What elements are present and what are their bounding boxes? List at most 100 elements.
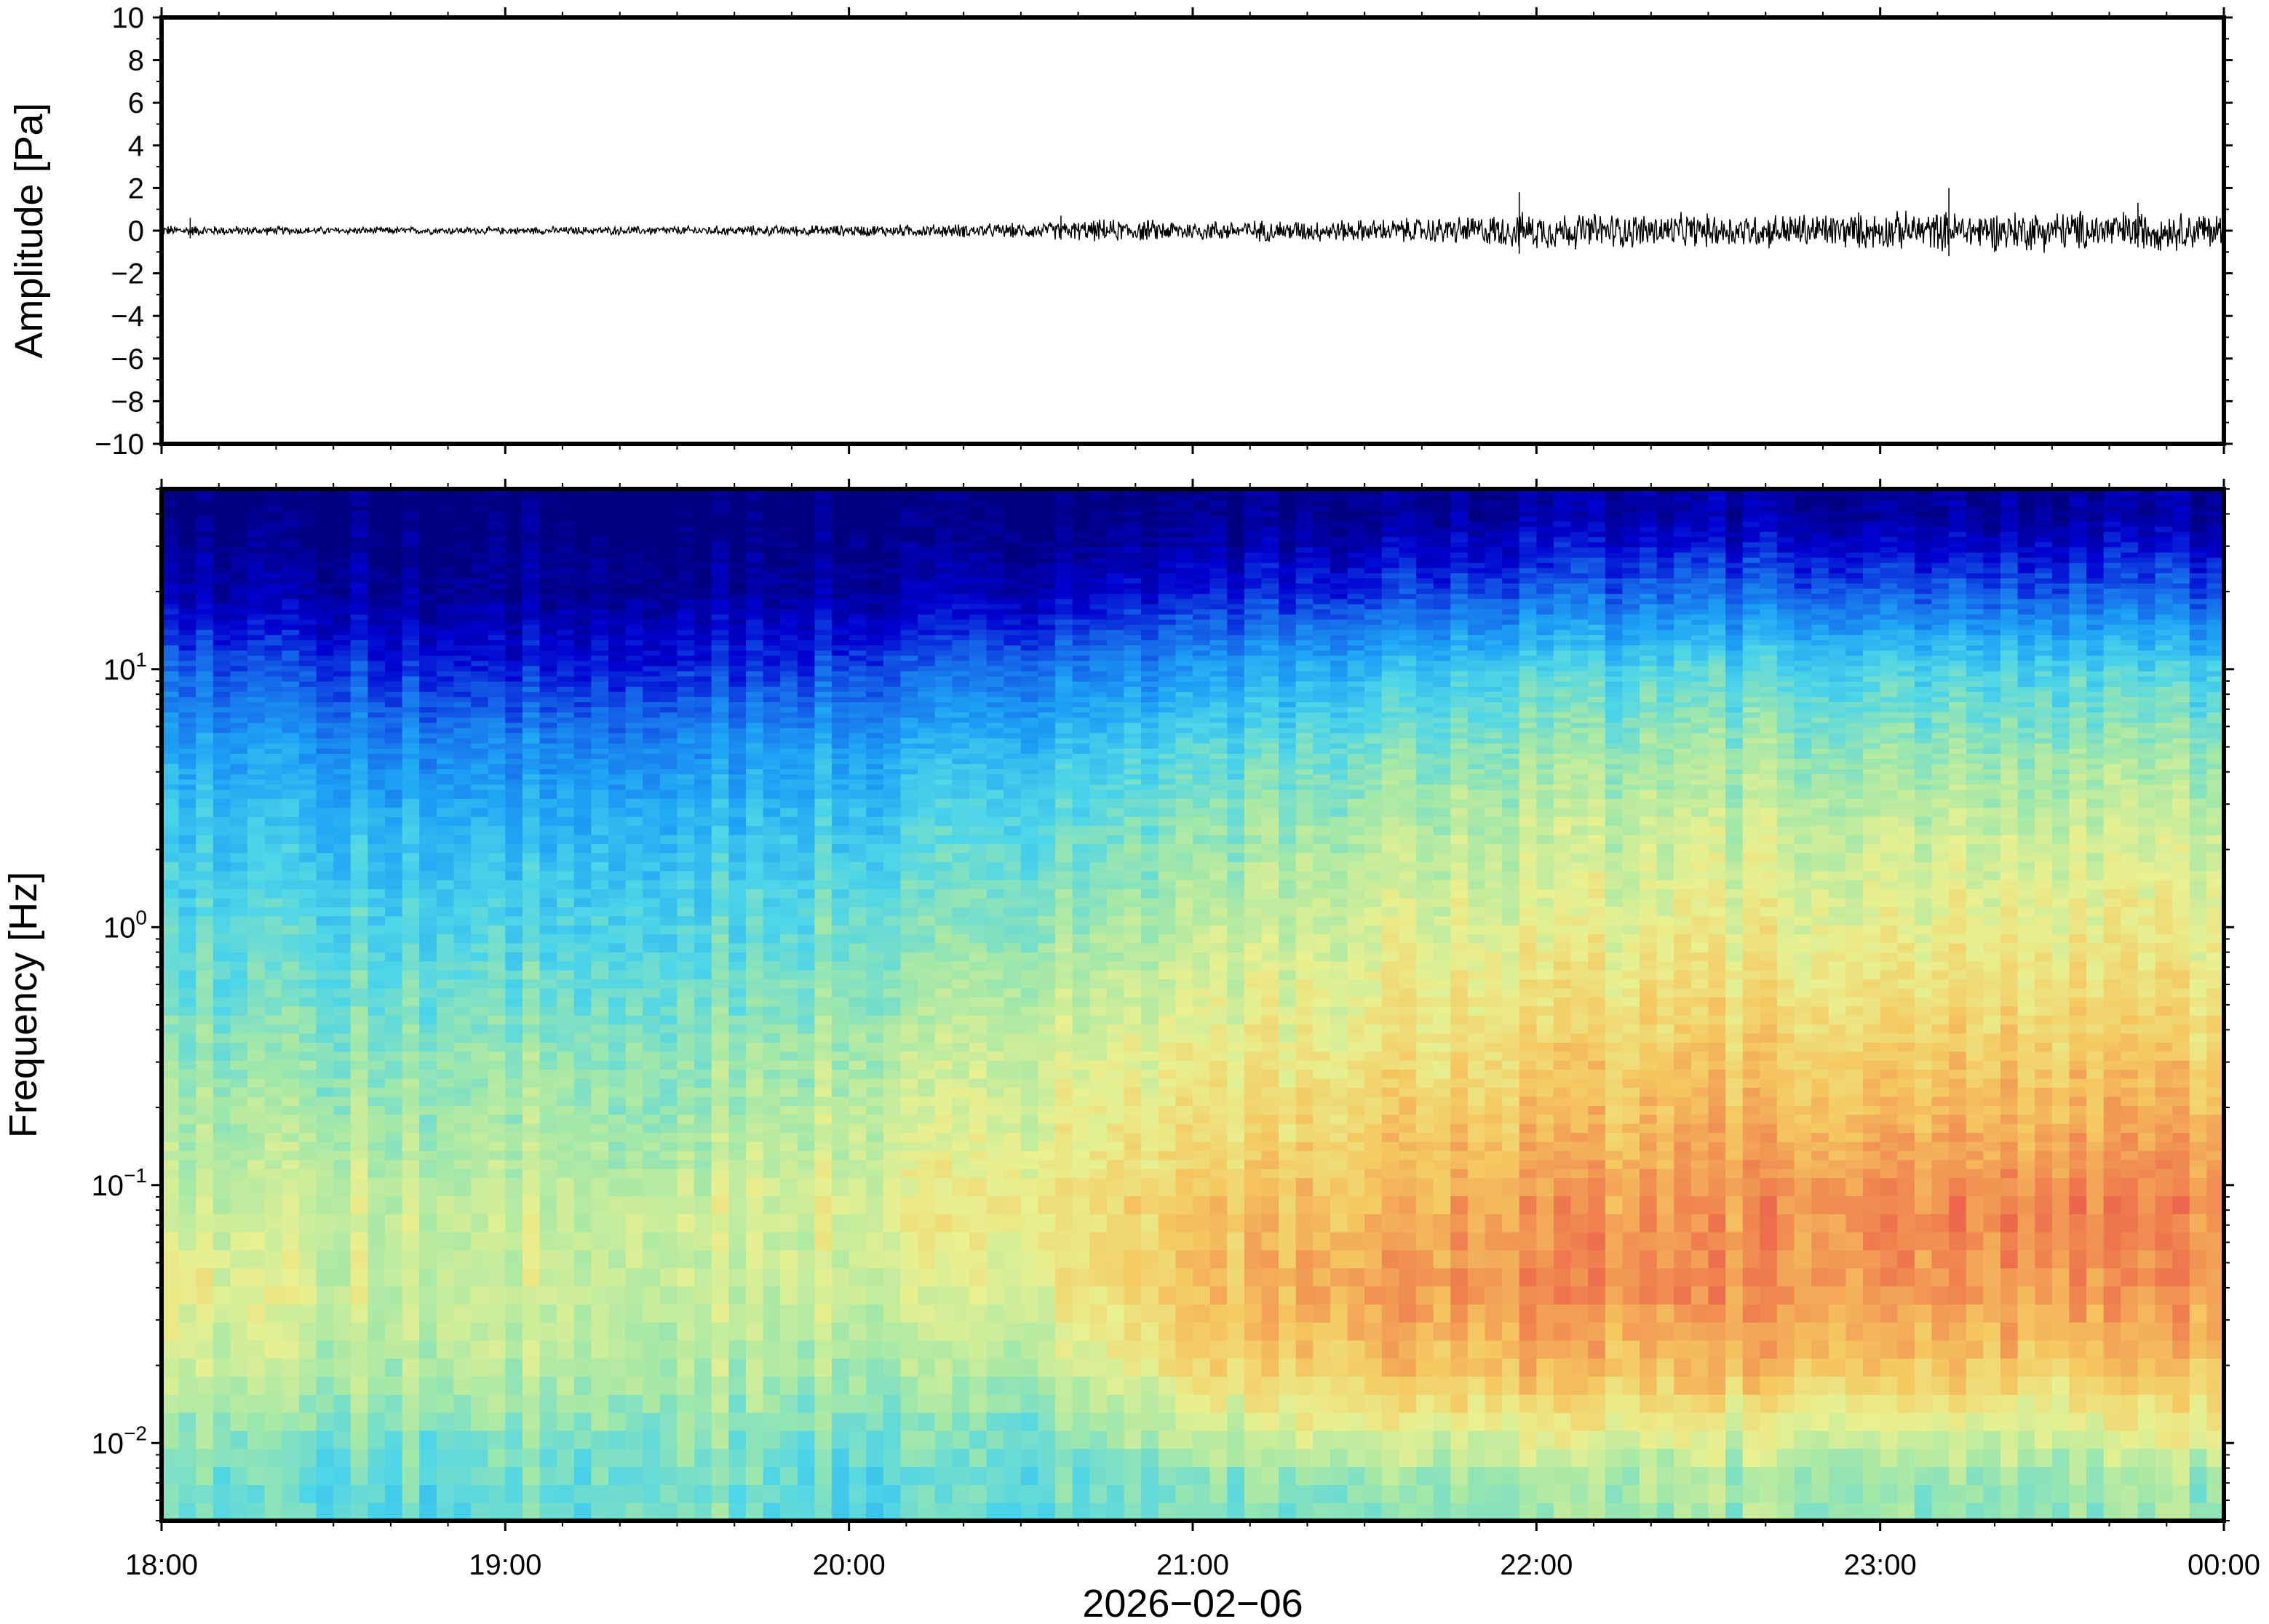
spectrogram-cell <box>608 593 627 600</box>
spectrogram-cell <box>780 753 798 760</box>
spectrogram-cell <box>625 798 643 808</box>
spectrogram-cell <box>728 500 747 506</box>
spectrogram-cell <box>659 1159 678 1169</box>
spectrogram-cell <box>212 1412 231 1431</box>
spectrogram-cell <box>763 536 781 543</box>
spectrogram-cell <box>333 768 351 775</box>
spectrogram-cell <box>247 979 266 989</box>
spectrogram-cell <box>282 743 300 749</box>
spectrogram-cell <box>419 987 437 998</box>
spectrogram-cell <box>694 634 712 640</box>
spectrogram-cell <box>608 568 627 573</box>
spectrogram-cell <box>367 1132 386 1142</box>
spectrogram-cell <box>298 1069 317 1079</box>
spectrogram-cell <box>402 573 420 578</box>
spectrogram-cell <box>196 1322 214 1341</box>
spectrogram-cell <box>814 789 833 799</box>
spectrogram-cell <box>196 1195 214 1214</box>
spectrogram-cell <box>728 1150 747 1161</box>
spectrogram-cell <box>608 526 627 533</box>
spectrogram-cell <box>402 861 420 872</box>
spectrogram-cell <box>212 706 231 713</box>
spectrogram-cell <box>230 1286 248 1305</box>
spectrogram-cell <box>419 640 437 646</box>
spectrogram-cell <box>780 748 798 754</box>
spectrogram-cell <box>298 650 317 656</box>
spectrogram-cell <box>522 624 541 630</box>
spectrogram-cell <box>677 686 695 692</box>
spectrogram-cell <box>745 686 764 692</box>
spectrogram-cell <box>522 1141 541 1151</box>
spectrogram-cell <box>196 835 214 845</box>
spectrogram-cell <box>419 852 437 862</box>
spectrogram-cell <box>763 583 781 589</box>
spectrogram-cell <box>247 645 266 651</box>
spectrogram-cell <box>402 987 420 998</box>
spectrogram-cell <box>471 516 489 522</box>
spectrogram-cell <box>282 1286 300 1305</box>
spectrogram-cell <box>539 562 557 568</box>
spectrogram-cell <box>316 1484 334 1503</box>
spectrogram-cell <box>711 557 729 563</box>
spectrogram-cell <box>453 915 472 926</box>
spectrogram-cell <box>385 1286 403 1305</box>
spectrogram-cell <box>573 1078 592 1088</box>
spectrogram-cell <box>350 779 368 785</box>
spectrogram-cell <box>247 997 266 1007</box>
spectrogram-cell <box>453 1267 472 1286</box>
spectrogram-cell <box>745 1078 764 1088</box>
waveform-frame <box>159 15 2226 446</box>
spectrogram-cell <box>711 934 729 944</box>
spectrogram-cell <box>591 1358 609 1377</box>
spectrogram-cell <box>178 979 196 989</box>
spectrogram-cell <box>814 531 833 538</box>
spectrogram-cell <box>402 789 420 799</box>
spectrogram-cell <box>453 655 472 661</box>
spectrogram-cell <box>763 1114 781 1124</box>
spectrogram-cell <box>471 997 489 1007</box>
spectrogram-cell <box>298 1448 317 1468</box>
spectrogram-cell <box>539 1394 557 1413</box>
spectrogram-cell <box>419 779 437 785</box>
spectrogram-cell <box>814 807 833 817</box>
spectrogram-cell <box>763 1322 781 1341</box>
spectrogram-cell <box>453 1132 472 1142</box>
spectrogram-cell <box>350 613 368 620</box>
spectrogram-cell <box>745 1249 764 1269</box>
spectrogram-cell <box>402 1132 420 1142</box>
spectrogram-cell <box>350 1141 368 1151</box>
spectrogram-cell <box>643 807 661 817</box>
spectrogram-cell <box>591 1087 609 1097</box>
spectrogram-cell <box>367 588 386 594</box>
spectrogram-cell <box>763 593 781 600</box>
spectrogram-cell <box>178 1304 196 1323</box>
spectrogram-cell <box>333 629 351 635</box>
spectrogram-cell <box>471 686 489 692</box>
spectrogram-cell <box>402 1466 420 1485</box>
spectrogram-cell <box>573 598 592 605</box>
spectrogram-cell <box>573 779 592 785</box>
spectrogram-cell <box>247 701 266 708</box>
spectrogram-cell <box>282 1096 300 1106</box>
spectrogram-cell <box>436 613 455 620</box>
spectrogram-cell <box>763 758 781 765</box>
spectrogram-cell <box>522 593 541 600</box>
spectrogram-cell <box>264 789 282 799</box>
spectrogram-cell <box>247 557 266 563</box>
spectrogram-cell <box>522 952 541 962</box>
spectrogram-cell <box>162 1087 180 1097</box>
spectrogram-cell <box>608 1430 627 1449</box>
spectrogram-cell <box>780 712 798 718</box>
spectrogram-cell <box>367 562 386 568</box>
spectrogram-cell <box>677 562 695 568</box>
spectrogram-cell <box>505 712 523 718</box>
spectrogram-cell <box>694 1069 712 1079</box>
spectrogram-cell <box>797 1394 816 1413</box>
spectrogram-cell <box>780 1358 798 1377</box>
spectrogram-cell <box>677 768 695 775</box>
spectrogram-cell <box>162 578 180 584</box>
spectrogram-cell <box>608 686 627 692</box>
spectrogram-cell <box>780 613 798 620</box>
spectrogram-cell <box>298 1150 317 1161</box>
spectrogram-cell <box>212 835 231 845</box>
